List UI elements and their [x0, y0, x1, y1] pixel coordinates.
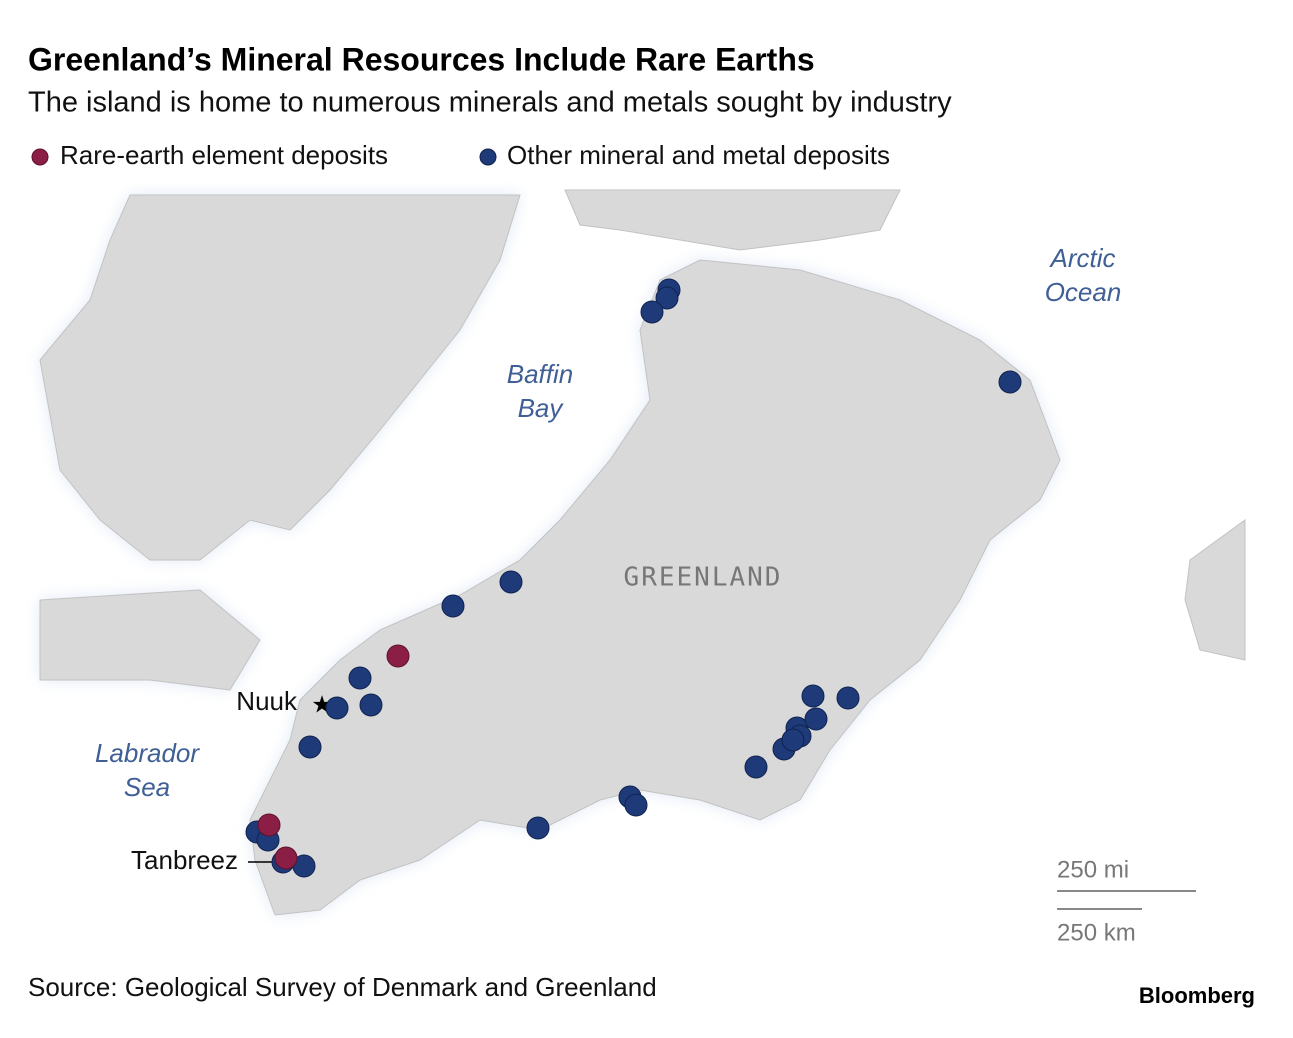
deposit-dot [801, 684, 825, 708]
title: Greenland’s Mineral Resources Include Ra… [28, 41, 815, 77]
sea-label: Sea [124, 772, 170, 802]
deposit-dot [836, 686, 860, 710]
deposit-dot [298, 735, 322, 759]
rare-earth-deposits [257, 644, 410, 870]
deposit-dot [325, 696, 349, 720]
legend-swatch [31, 148, 49, 166]
deposit-dot [257, 813, 281, 837]
sea-label: Labrador [95, 738, 200, 768]
deposit-dot [359, 693, 383, 717]
greenland [249, 259, 1061, 916]
city-label: Nuuk [236, 686, 298, 716]
ocean-label: Ocean [1045, 277, 1122, 307]
deposit-dot [655, 286, 679, 310]
scale-label: 250 km [1057, 919, 1136, 946]
source: Source: Geological Survey of Denmark and… [28, 972, 657, 1002]
ellesmere [564, 189, 901, 251]
deposit-dot [441, 594, 465, 618]
deposit-dot [804, 707, 828, 731]
brand: Bloomberg [1139, 983, 1255, 1008]
deposit-dot [781, 728, 805, 752]
deposit-dot [274, 846, 298, 870]
deposit-dot [386, 644, 410, 668]
deposit-dot [624, 793, 648, 817]
deposit-dot [499, 570, 523, 594]
map: Arctic Ocean Baffin Bay Labrador Sea GRE… [39, 189, 1246, 946]
deposit-dot [526, 816, 550, 840]
sea-label: Bay [518, 393, 565, 423]
legend-label: Rare-earth element deposits [60, 140, 388, 170]
deposit-dot [640, 300, 664, 324]
scale-label: 250 mi [1057, 856, 1129, 883]
svalbard [1184, 519, 1246, 661]
ocean-label: Arctic [1049, 243, 1116, 273]
subtitle: The island is home to numerous minerals … [28, 87, 952, 119]
deposit-dot [998, 370, 1022, 394]
sea-label: Baffin [507, 359, 574, 389]
other-deposits [245, 278, 1022, 878]
deposit-dot [348, 666, 372, 690]
deposit-label: Tanbreez [131, 845, 238, 875]
baffin-island [39, 194, 521, 561]
labrador [39, 589, 261, 691]
deposit-dot [744, 755, 768, 779]
country-label: GREENLAND [624, 563, 783, 593]
legend-swatch [479, 148, 497, 166]
legend-label: Other mineral and metal deposits [507, 140, 890, 170]
